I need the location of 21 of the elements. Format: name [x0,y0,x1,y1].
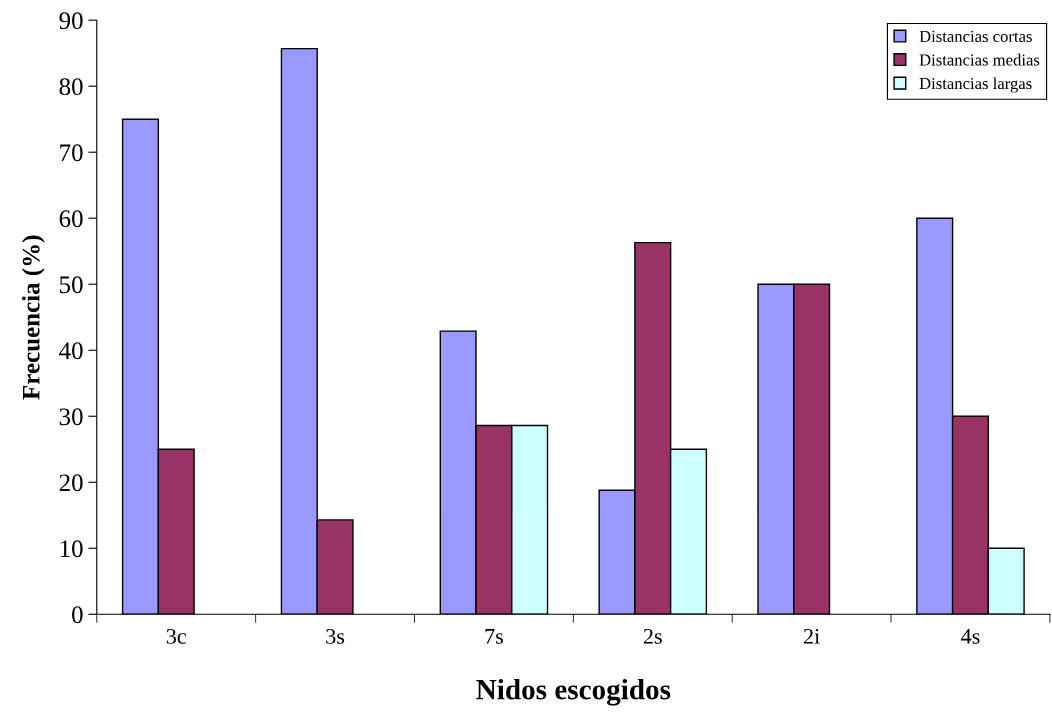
x-axis-title: Nidos escogidos [476,678,671,706]
y-axis-title: Frecuencia (%) [22,235,45,400]
y-tick-label: 80 [59,78,83,96]
x-tick-label: 7s [485,629,503,644]
legend-label: Distancias largas [919,77,1032,93]
y-tick-label: 30 [59,408,83,426]
y-tick-label: 70 [60,144,83,162]
legend-label: Distancias cortas [919,30,1032,43]
x-tick-label: 4s [961,628,980,644]
y-tick-label: 10 [60,540,83,558]
x-tick-label: 3c [166,628,187,644]
y-tick-label: 0 [72,606,83,624]
y-tick-label: 40 [59,342,83,360]
y-tick-label: 90 [59,12,83,30]
x-tick-label: 3s [326,628,345,644]
y-tick-label: 60 [59,210,83,228]
x-tick-label: 2i [803,628,820,644]
y-tick-label: 20 [59,474,83,492]
y-tick-label: 50 [60,276,83,294]
legend-label: Distancias medias [919,53,1040,66]
x-tick-label: 2s [643,628,662,644]
